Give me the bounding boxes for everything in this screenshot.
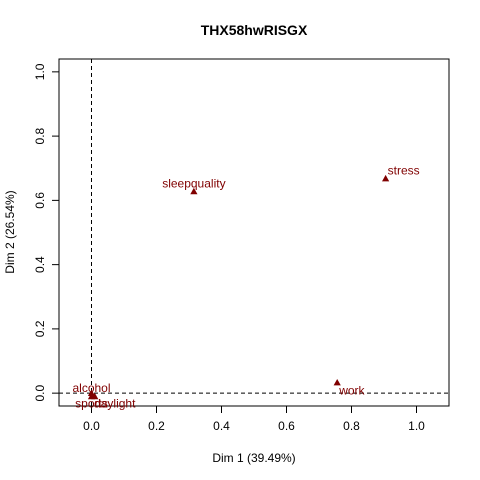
plot-frame [58,58,450,407]
x-tick-label: 0.2 [148,419,165,433]
point-label-work: work [338,384,365,398]
point-marker-sleepquality [190,187,198,195]
y-tick-label: 1.0 [33,63,47,80]
point-label-alcohol: alcohol [72,381,110,395]
point-label-sleepquality: sleepquality [162,176,225,190]
x-tick-label: 1.0 [408,419,425,433]
point-label-daylight: daylight [94,396,136,410]
x-tick-label: 0.8 [343,419,360,433]
x-axis-label: Dim 1 (39.49%) [212,451,295,465]
point-label-sports: sports [75,396,108,410]
x-tick-label: 0.4 [213,419,230,433]
point-marker-work [333,378,341,386]
point-marker-stress [382,174,390,182]
y-tick-label: 0.8 [33,127,47,144]
x-axis: 0.0 0.2 0.4 0.6 0.8 1.0 [83,405,425,433]
y-tick-label: 0.0 [33,384,47,401]
reference-lines [59,59,449,406]
x-tick-label: 0.6 [278,419,295,433]
data-points: sleepquality stress work alcoholsportsdayli… [72,164,419,411]
x-tick-label: 0.0 [83,419,100,433]
y-tick-label: 0.2 [33,320,47,337]
point-label-stress: stress [388,164,420,178]
y-tick-label: 0.6 [33,192,47,209]
point-marker-daylight [91,392,99,400]
chart-title: THX58hwRISGX [201,22,308,38]
y-axis-label: Dim 2 (26.54%) [3,190,17,273]
y-tick-label: 0.4 [33,256,47,273]
y-axis: 0.0 0.2 0.4 0.6 0.8 1.0 [33,63,60,401]
